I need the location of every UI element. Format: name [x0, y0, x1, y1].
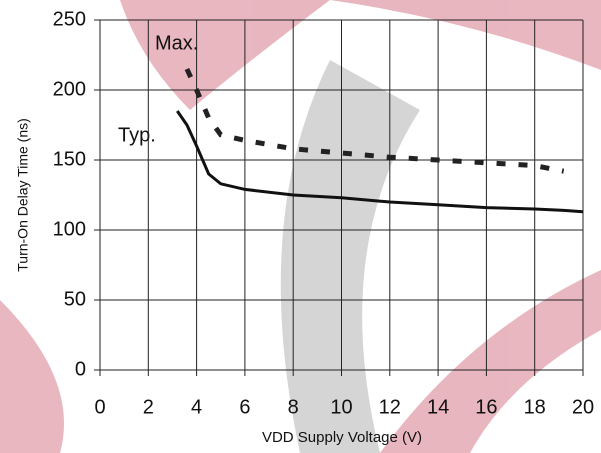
y-tick-label: 200 — [53, 78, 86, 100]
x-tick-label: 20 — [572, 396, 594, 418]
x-tick-label: 14 — [427, 396, 449, 418]
x-tick-label: 6 — [239, 396, 250, 418]
data-line — [184, 67, 565, 174]
x-tick-label: 8 — [288, 396, 299, 418]
watermark-shape — [0, 300, 64, 453]
watermark-shape — [330, 0, 601, 70]
watermark-shape — [120, 0, 330, 110]
x-axis-label: VDD Supply Voltage (V) — [262, 429, 422, 446]
x-tick-label: 12 — [379, 396, 401, 418]
annotation: Max. — [155, 32, 198, 54]
annotation: Typ. — [118, 124, 156, 146]
watermark-shape — [280, 60, 420, 453]
y-tick-label: 50 — [64, 288, 86, 310]
x-tick-label: 0 — [94, 396, 105, 418]
y-tick-label: 100 — [53, 218, 86, 240]
x-tick-label: 2 — [143, 396, 154, 418]
x-tick-label: 4 — [191, 396, 202, 418]
data-line — [176, 110, 584, 214]
y-axis-label: Turn-On Delay Time (ns) — [15, 118, 31, 272]
x-tick-label: 16 — [475, 396, 497, 418]
y-tick-label: 150 — [53, 148, 86, 170]
x-tick-label: 18 — [524, 396, 546, 418]
x-tick-label: 10 — [330, 396, 352, 418]
y-tick-label: 250 — [53, 8, 86, 30]
watermark-shape — [380, 270, 601, 453]
y-tick-label: 0 — [75, 358, 86, 380]
